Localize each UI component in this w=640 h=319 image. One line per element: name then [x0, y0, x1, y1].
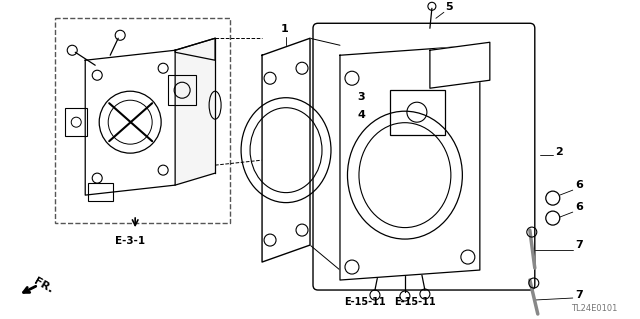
Text: TL24E0101: TL24E0101	[572, 304, 618, 313]
Text: 2: 2	[555, 147, 563, 157]
Polygon shape	[175, 38, 215, 185]
Bar	[55, 18, 230, 223]
Polygon shape	[262, 38, 310, 262]
Text: E-15-11: E-15-11	[344, 297, 386, 307]
Text: 1: 1	[281, 24, 289, 34]
Bar	[88, 183, 113, 201]
Bar	[168, 75, 196, 105]
Text: 3: 3	[357, 92, 365, 102]
Polygon shape	[85, 50, 175, 195]
Text: E-3-1: E-3-1	[115, 236, 145, 246]
Bar	[390, 90, 445, 135]
Polygon shape	[430, 42, 490, 88]
Text: 7: 7	[575, 240, 582, 250]
Polygon shape	[175, 38, 215, 60]
Text: 6: 6	[575, 202, 582, 212]
Polygon shape	[340, 45, 480, 280]
Text: 7: 7	[575, 290, 582, 300]
Text: 5: 5	[445, 2, 452, 12]
Text: 6: 6	[575, 180, 582, 190]
Text: 4: 4	[357, 110, 365, 120]
Text: E-15-11: E-15-11	[394, 297, 436, 307]
Text: FR.: FR.	[32, 276, 55, 295]
Bar	[65, 108, 87, 136]
